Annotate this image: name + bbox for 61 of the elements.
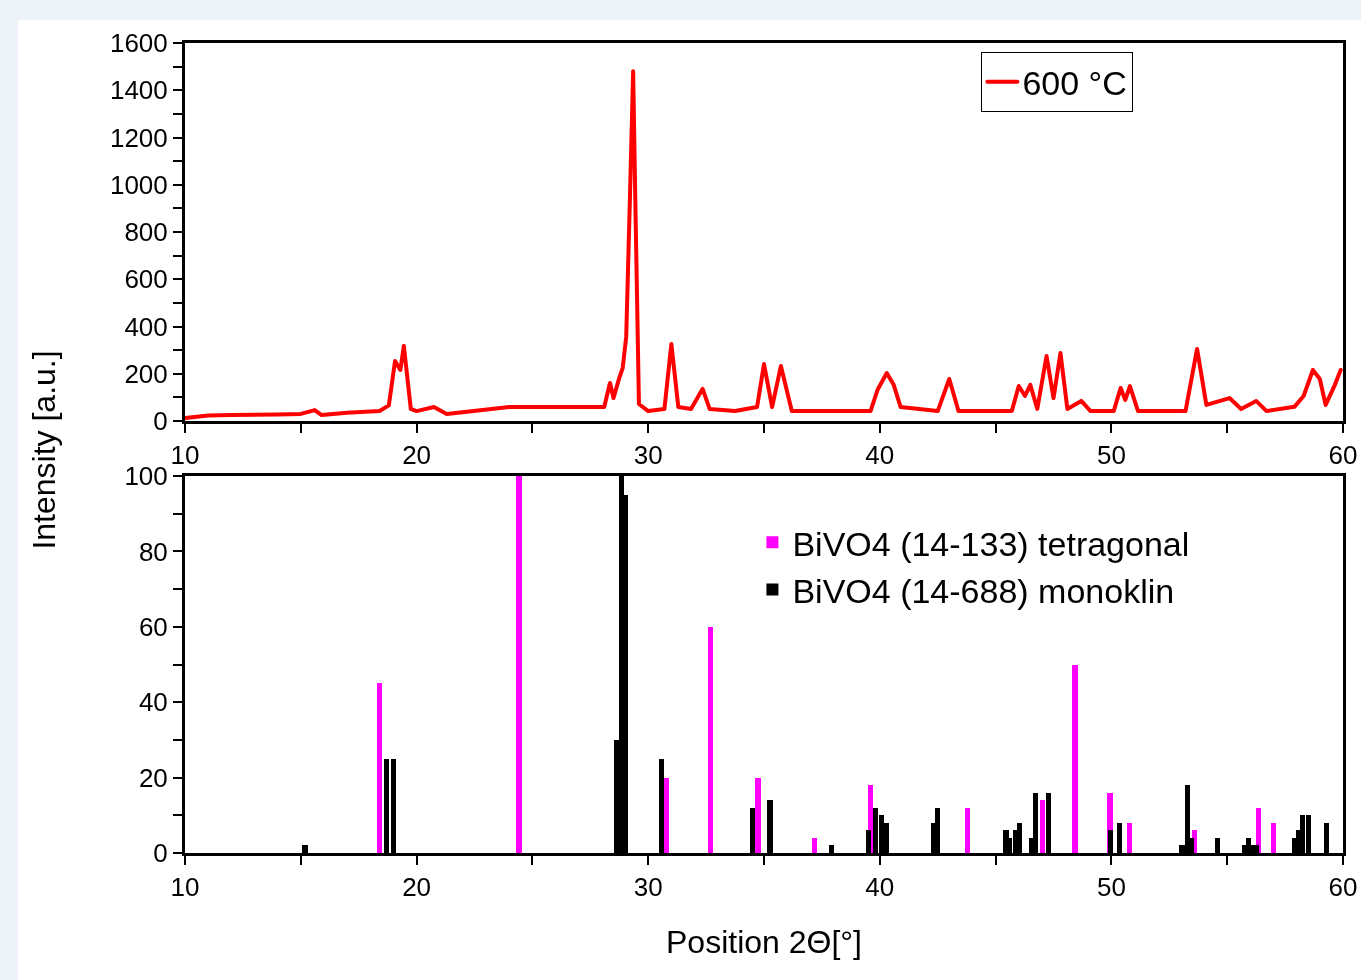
x-tick-label: 60 xyxy=(1328,872,1358,903)
bar xyxy=(811,837,817,853)
x-tick-label: 40 xyxy=(865,872,895,903)
bar xyxy=(1127,822,1133,853)
y-tick-label: 20 xyxy=(138,762,168,793)
bar xyxy=(1108,830,1114,853)
y-tick-label: 400 xyxy=(124,311,168,342)
x-axis-title: Position 2Θ[°] xyxy=(666,924,862,961)
bar xyxy=(708,626,714,853)
y-tick-label: 40 xyxy=(138,687,168,718)
bar xyxy=(1116,822,1122,853)
bar xyxy=(1254,845,1260,853)
y-tick-label: 1000 xyxy=(109,169,168,200)
bar xyxy=(865,830,871,853)
bar xyxy=(767,800,773,853)
y-tick-label: 200 xyxy=(124,358,168,389)
x-tick-label: 20 xyxy=(402,872,432,903)
line-series xyxy=(185,69,1343,420)
bar xyxy=(1033,792,1039,853)
y-tick-label: 1600 xyxy=(109,28,168,59)
y-tick-label: 0 xyxy=(153,406,168,437)
x-tick-label: 10 xyxy=(170,440,200,471)
bar xyxy=(390,758,396,853)
x-tick-label: 50 xyxy=(1096,872,1126,903)
x-tick-label: 40 xyxy=(865,440,895,471)
bar xyxy=(965,807,971,853)
bar xyxy=(376,683,382,853)
x-tick-label: 50 xyxy=(1096,440,1126,471)
bar xyxy=(749,807,755,853)
bar xyxy=(659,758,665,853)
bar xyxy=(1324,822,1330,853)
bar xyxy=(383,758,390,853)
bar xyxy=(1270,822,1277,853)
legend-label: BiVO4 (14-133) tetragonal xyxy=(792,524,1190,563)
y-tick-label: 60 xyxy=(138,611,168,642)
y-tick-label: 100 xyxy=(124,461,168,492)
x-tick-label: 10 xyxy=(170,872,200,903)
bar xyxy=(828,845,834,853)
bar xyxy=(755,777,761,853)
bar xyxy=(1072,664,1078,853)
y-tick-label: 800 xyxy=(124,217,168,248)
bar xyxy=(1215,837,1221,853)
x-tick-label: 60 xyxy=(1328,440,1358,471)
bar xyxy=(1017,822,1023,853)
bar xyxy=(516,476,522,853)
bar xyxy=(1040,800,1046,853)
x-tick-label: 30 xyxy=(633,440,663,471)
y-tick-label: 0 xyxy=(153,838,168,869)
x-tick-label: 30 xyxy=(633,872,663,903)
bar xyxy=(663,777,669,853)
y-axis-title: Intensity [a.u.] xyxy=(25,350,63,550)
x-tick-label: 20 xyxy=(402,440,432,471)
y-tick-label: 600 xyxy=(124,264,168,295)
bar xyxy=(1046,792,1052,853)
y-tick-label: 80 xyxy=(138,536,168,567)
legend-label: 600 °C xyxy=(1022,63,1127,102)
y-tick-label: 1200 xyxy=(109,122,168,153)
bar xyxy=(935,807,941,853)
legend-label: BiVO4 (14-688) monoklin xyxy=(792,571,1175,610)
y-tick-label: 1400 xyxy=(109,75,168,106)
bar xyxy=(302,845,308,853)
